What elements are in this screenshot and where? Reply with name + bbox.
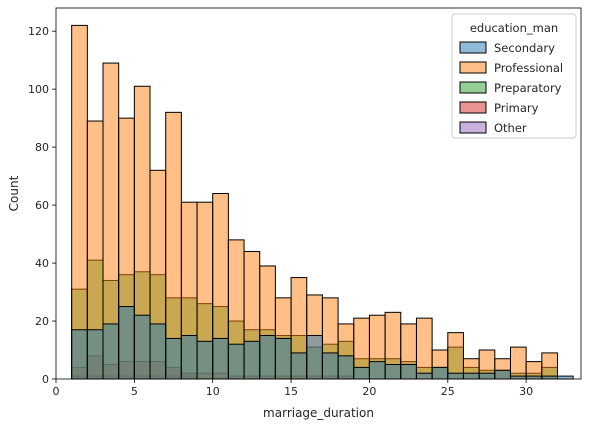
bar-secondary-22 <box>415 372 433 380</box>
y-axis-label: Count <box>7 175 21 211</box>
bar-secondary-27 <box>494 369 511 380</box>
bar-secondary-10 <box>227 343 245 380</box>
bar-secondary-13 <box>274 337 292 380</box>
bar-professional-30 <box>541 352 558 380</box>
bar-secondary-0 <box>71 329 88 380</box>
legend-swatch-other <box>459 121 487 134</box>
bar-secondary-3 <box>118 306 135 380</box>
legend-swatch-secondary <box>459 41 487 54</box>
series-secondary <box>71 306 574 380</box>
bar-secondary-15 <box>306 335 323 380</box>
bar-professional-0 <box>71 24 88 380</box>
bar-secondary-6 <box>165 337 182 380</box>
legend-label-secondary: Secondary <box>494 41 555 55</box>
bar-secondary-17 <box>337 355 355 380</box>
bar-professional-22 <box>415 317 433 380</box>
x-tick-label-5: 5 <box>131 385 138 398</box>
bar-secondary-7 <box>180 335 198 380</box>
x-tick-label-10: 10 <box>206 385 220 398</box>
bar-secondary-11 <box>243 340 261 380</box>
plot-frame <box>55 7 582 380</box>
bar-secondary-26 <box>478 372 496 380</box>
bar-secondary-19 <box>368 361 386 380</box>
bar-secondary-23 <box>431 366 449 380</box>
bar-secondary-9 <box>212 337 229 380</box>
x-axis-label: marriage_duration <box>263 406 374 420</box>
y-tick-label-60: 60 <box>35 199 49 212</box>
bar-secondary-1 <box>86 329 104 380</box>
bar-secondary-14 <box>290 352 308 380</box>
bar-secondary-12 <box>259 335 276 380</box>
x-tick-label-25: 25 <box>441 385 455 398</box>
legend: education_man Secondary Professional Prepar… <box>451 13 577 139</box>
bar-secondary-24 <box>447 372 464 380</box>
bar-secondary-4 <box>133 314 151 380</box>
legend-label-other: Other <box>494 121 527 135</box>
bar-secondary-31 <box>556 375 574 380</box>
legend-swatch-primary <box>459 101 487 114</box>
bar-secondary-21 <box>400 364 417 380</box>
bar-secondary-8 <box>196 340 214 380</box>
legend-title: education_man <box>470 21 558 35</box>
axes-layer: 0 5 10 15 20 25 30 0 20 40 60 80 100 120 marriage_dura… <box>7 7 582 420</box>
bar-secondary-30 <box>541 375 558 380</box>
y-tick-label-120: 120 <box>28 25 49 38</box>
legend-label-preparatory: Preparatory <box>494 81 562 95</box>
legend-swatch-preparatory <box>459 81 487 94</box>
x-tick-label-15: 15 <box>284 385 298 398</box>
y-tick-label-20: 20 <box>35 315 49 328</box>
bar-secondary-2 <box>102 323 120 380</box>
bars-layer <box>71 24 574 380</box>
bar-secondary-28 <box>509 375 527 380</box>
bar-secondary-16 <box>321 352 339 380</box>
bar-secondary-25 <box>462 372 480 380</box>
x-tick-label-20: 20 <box>362 385 376 398</box>
legend-swatch-professional <box>459 61 487 74</box>
bar-professional-28 <box>509 346 527 380</box>
bar-professional-24 <box>447 332 464 380</box>
bar-secondary-20 <box>384 364 402 380</box>
y-tick-label-40: 40 <box>35 257 49 270</box>
bar-secondary-29 <box>525 375 543 380</box>
y-tick-label-0: 0 <box>42 373 49 386</box>
y-tick-label-80: 80 <box>35 141 49 154</box>
y-tick-label-100: 100 <box>28 83 49 96</box>
bar-secondary-18 <box>353 366 370 380</box>
legend-label-professional: Professional <box>494 61 563 75</box>
bar-secondary-5 <box>149 323 167 380</box>
legend-label-primary: Primary <box>494 101 539 115</box>
x-tick-label-0: 0 <box>53 385 60 398</box>
x-tick-label-30: 30 <box>519 385 533 398</box>
